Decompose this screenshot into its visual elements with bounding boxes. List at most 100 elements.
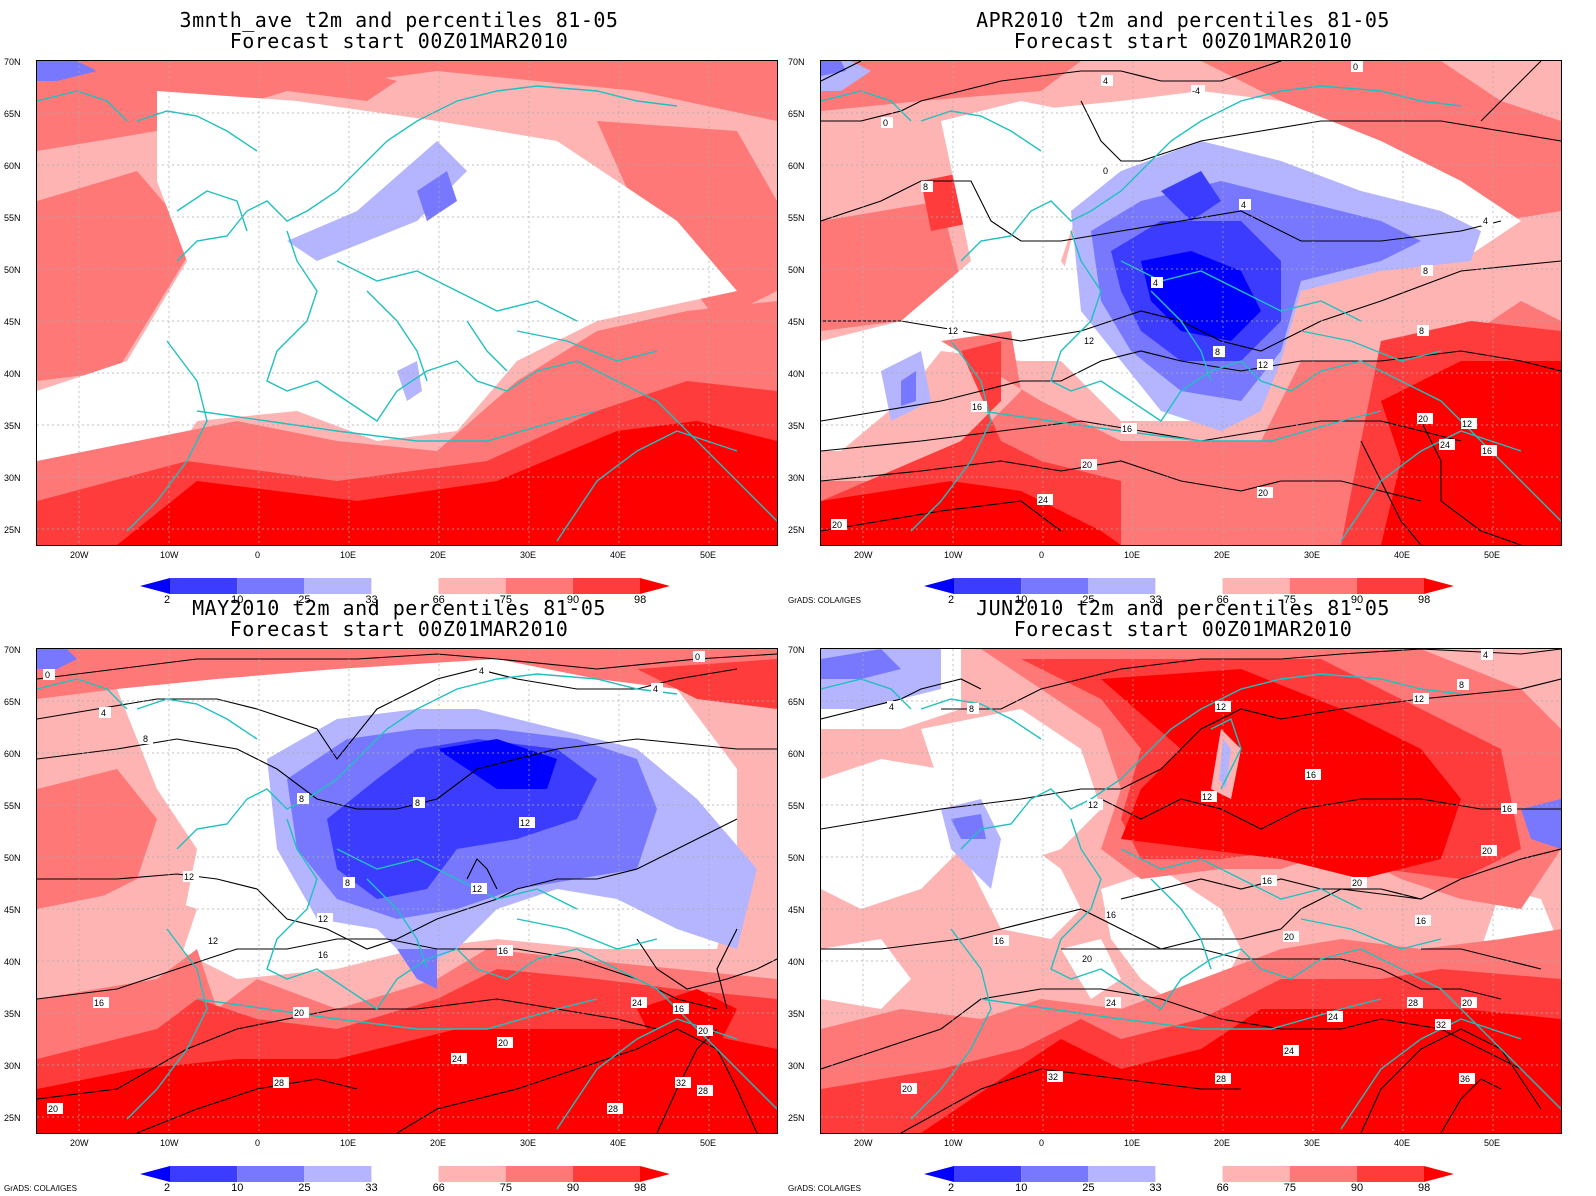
colorbar-segment bbox=[304, 1166, 372, 1182]
lat-label: 65N bbox=[788, 697, 805, 707]
map-svg: 4 0 8 4 8 8 12 12 12 8 12 16 16 20 24 20 bbox=[37, 649, 777, 1133]
lat-label: 65N bbox=[4, 109, 21, 119]
colorbar-segment bbox=[1222, 1166, 1290, 1182]
lon-label: 20E bbox=[1214, 1138, 1231, 1148]
contour-label: 28 bbox=[1216, 1074, 1226, 1084]
colorbar-segment bbox=[1021, 578, 1089, 594]
colorbar-label: 90 bbox=[1350, 594, 1364, 606]
contour-label: 8 bbox=[923, 182, 928, 192]
panel-title: 3mnth_ave t2m and percentiles 81-05 bbox=[179, 8, 619, 32]
lat-label: 45N bbox=[788, 905, 805, 915]
contour-label: 12 bbox=[1462, 419, 1472, 429]
contour-label: 4 bbox=[889, 702, 894, 712]
contour-label: 16 bbox=[94, 998, 104, 1008]
colorbar-label: 66 bbox=[432, 594, 445, 606]
contour-label: 20 bbox=[902, 1084, 912, 1094]
panel-jun2010: JUN2010 t2m and percentiles 81-05 Foreca… bbox=[784, 588, 1582, 1194]
lat-label: 65N bbox=[4, 697, 21, 707]
panel-title: APR2010 t2m and percentiles 81-05 bbox=[976, 8, 1390, 32]
graticule bbox=[37, 649, 777, 1133]
lon-label: 30E bbox=[520, 550, 537, 560]
contour-label: 8 bbox=[1419, 326, 1424, 336]
map-svg bbox=[37, 61, 777, 545]
lat-label: 35N bbox=[788, 421, 805, 431]
lon-label: 10E bbox=[340, 550, 357, 560]
colorbar-segment bbox=[640, 1166, 670, 1182]
contour-label: 8 bbox=[299, 794, 304, 804]
contour-label: 4 bbox=[479, 666, 484, 676]
contour-label: 4 bbox=[1103, 76, 1108, 86]
lat-label: 60N bbox=[788, 161, 805, 171]
contour-label: 24 bbox=[452, 1054, 462, 1064]
contour-label: 16 bbox=[972, 402, 982, 412]
contour-label: 24 bbox=[1038, 495, 1048, 505]
contour-label: 0 bbox=[45, 670, 50, 680]
lat-label: 35N bbox=[4, 1009, 21, 1019]
lon-label: 20W bbox=[70, 1138, 89, 1148]
lat-label: 45N bbox=[788, 317, 805, 327]
lat-label: 45N bbox=[4, 317, 21, 327]
contour-label: 36 bbox=[1460, 1074, 1470, 1084]
colorbar-segment bbox=[371, 1166, 439, 1182]
lat-label: 35N bbox=[788, 1009, 805, 1019]
contour-label: 28 bbox=[608, 1104, 618, 1114]
contour-label: 12 bbox=[948, 326, 958, 336]
contour-label: 20 bbox=[1082, 954, 1092, 964]
colorbar-label: 98 bbox=[1418, 594, 1431, 606]
contour-label: 32 bbox=[676, 1078, 686, 1088]
colorbar-segment bbox=[924, 578, 954, 594]
colorbar bbox=[924, 578, 1454, 594]
map-svg: 4 0 -4 0 4 8 4 8 12 16 12 16 20 24 20 4 bbox=[821, 61, 1561, 545]
colorbar-label: 90 bbox=[1350, 1182, 1364, 1194]
colorbar-label: 10 bbox=[1015, 1182, 1028, 1194]
map-area: 4 0 -4 0 4 8 4 8 12 16 12 16 20 24 20 4 bbox=[820, 60, 1562, 546]
colorbar-segment bbox=[140, 1166, 170, 1182]
contour-label: 12 bbox=[1414, 694, 1424, 704]
colorbar-label: 33 bbox=[1149, 1182, 1162, 1194]
contour-label: 16 bbox=[1502, 804, 1512, 814]
contour-label: 8 bbox=[415, 798, 420, 808]
contour-label: 4 bbox=[101, 708, 106, 718]
graticule bbox=[37, 61, 777, 545]
lat-label: 35N bbox=[4, 421, 21, 431]
lon-label: 20E bbox=[430, 1138, 447, 1148]
lat-label: 40N bbox=[788, 957, 805, 967]
contour-label: 16 bbox=[1416, 916, 1426, 926]
lon-label: 10W bbox=[160, 550, 179, 560]
colorbar-segment bbox=[1222, 578, 1290, 594]
contour-label: 16 bbox=[318, 950, 328, 960]
colorbar-segment bbox=[438, 1166, 506, 1182]
contour-label: 20 bbox=[294, 1008, 304, 1018]
colorbar bbox=[140, 1166, 670, 1182]
colorbar-segment bbox=[371, 578, 439, 594]
colorbar-segment bbox=[1424, 578, 1454, 594]
contour-label: 20 bbox=[832, 520, 842, 530]
colorbar-label: 66 bbox=[432, 1182, 445, 1194]
colorbar-svg bbox=[140, 1166, 670, 1182]
colorbar-segment bbox=[140, 578, 170, 594]
lon-label: 20E bbox=[430, 550, 447, 560]
colorbar-label: 33 bbox=[365, 594, 378, 606]
lat-label: 55N bbox=[4, 213, 21, 223]
panel-subtitle: Forecast start 00Z01MAR2010 bbox=[229, 617, 569, 641]
lat-label: 25N bbox=[788, 1113, 805, 1123]
contour-label: 12 bbox=[1258, 360, 1268, 370]
colorbar-label: 25 bbox=[298, 1182, 311, 1194]
contour-label: 0 bbox=[1353, 62, 1358, 72]
contour-label: 16 bbox=[498, 946, 508, 956]
panel-subtitle: Forecast start 00Z01MAR2010 bbox=[1013, 29, 1353, 53]
contour-label: 20 bbox=[1284, 932, 1294, 942]
lat-label: 30N bbox=[788, 1061, 805, 1071]
colorbar bbox=[140, 578, 670, 594]
colorbar-segment bbox=[237, 578, 305, 594]
map-area bbox=[36, 60, 778, 546]
lon-label: 20W bbox=[70, 550, 89, 560]
contour-label: 0 bbox=[1103, 166, 1108, 176]
lon-label: 50E bbox=[700, 550, 717, 560]
contour-label: 12 bbox=[184, 872, 194, 882]
graticule bbox=[821, 61, 1561, 545]
colorbar-segment bbox=[1356, 578, 1424, 594]
contour-label: 20 bbox=[48, 1104, 58, 1114]
colorbar-segment bbox=[1155, 578, 1223, 594]
contour-labels: 4 0 8 4 8 8 12 12 12 8 12 16 16 20 24 20 bbox=[43, 651, 713, 1114]
